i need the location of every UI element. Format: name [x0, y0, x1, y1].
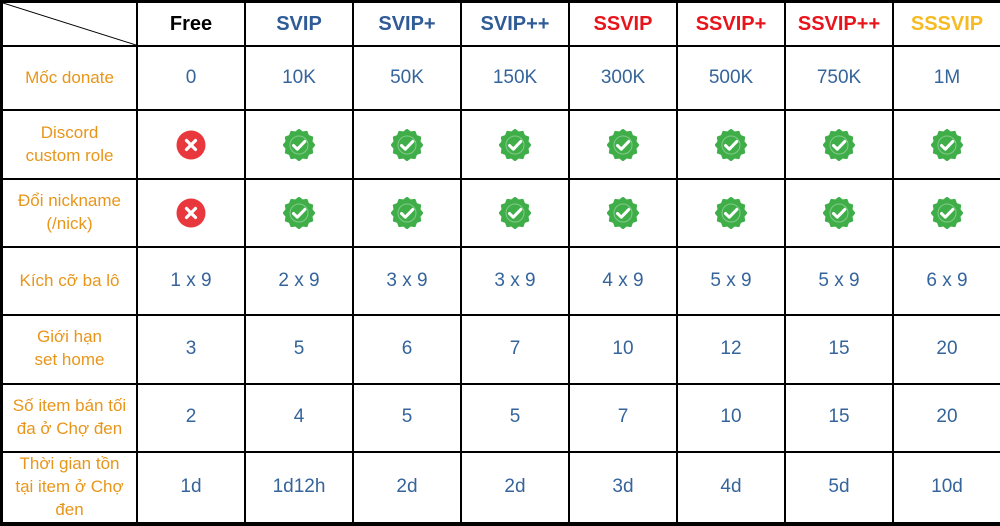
check-badge-icon — [715, 196, 747, 229]
value-cell: 3 x 9 — [354, 248, 460, 315]
value-cell: 4 x 9 — [570, 248, 676, 315]
value-cell: 10 — [570, 316, 676, 383]
value-cell: 1d — [138, 452, 244, 522]
row-label: Giới hạn set home — [3, 316, 136, 383]
row-label: Discord custom role — [3, 111, 136, 178]
tier-header-svipplusplus: SVIP++ — [462, 3, 568, 46]
table-row: Giới hạn set home 3 5 6 7 10 12 15 20 — [3, 316, 1000, 383]
value-cell: 300K — [570, 47, 676, 110]
value-cell: 10 — [678, 384, 784, 451]
value-cell: 500K — [678, 47, 784, 110]
tier-header-free: Free — [138, 3, 244, 46]
feature-cell — [570, 111, 676, 178]
value-cell: 20 — [894, 316, 1000, 383]
tier-header-ssvipplusplus: SSVIP++ — [786, 3, 892, 46]
check-badge-icon — [607, 128, 639, 161]
value-cell: 5 — [354, 384, 460, 451]
value-cell: 3d — [570, 452, 676, 522]
value-cell: 50K — [354, 47, 460, 110]
table-row: Số item bán tối đa ở Chợ đen 2 4 5 5 7 10 15 20 — [3, 384, 1000, 451]
value-cell: 7 — [570, 384, 676, 451]
value-cell: 2d — [462, 452, 568, 522]
feature-cell — [678, 179, 784, 246]
check-badge-icon — [499, 196, 531, 229]
value-cell: 10K — [246, 47, 352, 110]
feature-cell — [894, 111, 1000, 178]
feature-cell — [138, 111, 244, 178]
value-cell: 2 — [138, 384, 244, 451]
table-row: Mốc donate 0 10K 50K 150K 300K 500K 750K 1M — [3, 47, 1000, 110]
value-cell: 150K — [462, 47, 568, 110]
feature-cell — [786, 111, 892, 178]
value-cell: 5 x 9 — [678, 248, 784, 315]
check-badge-icon — [391, 128, 423, 161]
check-badge-icon — [931, 196, 963, 229]
cross-circle-icon — [176, 198, 206, 228]
value-cell: 5 — [246, 316, 352, 383]
value-cell: 3 — [138, 316, 244, 383]
row-label: Mốc donate — [3, 47, 136, 110]
header-row: Free SVIP SVIP+ SVIP++ SSVIP SSVIP+ SSVIP++ SSS… — [3, 3, 1000, 46]
feature-cell — [354, 179, 460, 246]
diagonal-divider — [3, 3, 136, 45]
value-cell: 4 — [246, 384, 352, 451]
feature-cell — [138, 179, 244, 246]
value-cell: 1M — [894, 47, 1000, 110]
tier-header-ssvip: SSVIP — [570, 3, 676, 46]
row-label: Đổi nickname (/nick) — [3, 179, 136, 246]
feature-cell — [246, 179, 352, 246]
check-badge-icon — [823, 128, 855, 161]
value-cell: 15 — [786, 384, 892, 451]
tier-header-sssvip: SSSVIP — [894, 3, 1000, 46]
row-label: Thời gian tồn tại item ở Chợ đen — [3, 452, 136, 522]
table-row: Discord custom role — [3, 111, 1000, 178]
value-cell: 2d — [354, 452, 460, 522]
value-cell: 0 — [138, 47, 244, 110]
feature-cell — [354, 111, 460, 178]
feature-cell — [462, 111, 568, 178]
value-cell: 5d — [786, 452, 892, 522]
value-cell: 12 — [678, 316, 784, 383]
value-cell: 1 x 9 — [138, 248, 244, 315]
feature-cell — [894, 179, 1000, 246]
row-label: Kích cỡ ba lô — [3, 248, 136, 315]
value-cell: 20 — [894, 384, 1000, 451]
check-badge-icon — [715, 128, 747, 161]
check-badge-icon — [283, 128, 315, 161]
value-cell: 5 — [462, 384, 568, 451]
row-label: Số item bán tối đa ở Chợ đen — [3, 384, 136, 451]
value-cell: 6 x 9 — [894, 248, 1000, 315]
value-cell: 15 — [786, 316, 892, 383]
tier-header-svipplus: SVIP+ — [354, 3, 460, 46]
value-cell: 750K — [786, 47, 892, 110]
value-cell: 7 — [462, 316, 568, 383]
check-badge-icon — [283, 196, 315, 229]
check-badge-icon — [931, 128, 963, 161]
check-badge-icon — [391, 196, 423, 229]
cross-circle-icon — [176, 130, 206, 160]
value-cell: 1d12h — [246, 452, 352, 522]
feature-cell — [678, 111, 784, 178]
check-badge-icon — [607, 196, 639, 229]
value-cell: 5 x 9 — [786, 248, 892, 315]
feature-cell — [462, 179, 568, 246]
check-badge-icon — [823, 196, 855, 229]
value-cell: 3 x 9 — [462, 248, 568, 315]
value-cell: 2 x 9 — [246, 248, 352, 315]
tier-header-svip: SVIP — [246, 3, 352, 46]
table-row: Đổi nickname (/nick) — [3, 179, 1000, 246]
feature-cell — [570, 179, 676, 246]
tier-header-ssvipplus: SSVIP+ — [678, 3, 784, 46]
feature-cell — [246, 111, 352, 178]
corner-cell — [3, 3, 136, 46]
value-cell: 10d — [894, 452, 1000, 522]
table-row: Thời gian tồn tại item ở Chợ đen 1d 1d12h 2… — [3, 452, 1000, 522]
feature-cell — [786, 179, 892, 246]
value-cell: 4d — [678, 452, 784, 522]
value-cell: 6 — [354, 316, 460, 383]
check-badge-icon — [499, 128, 531, 161]
